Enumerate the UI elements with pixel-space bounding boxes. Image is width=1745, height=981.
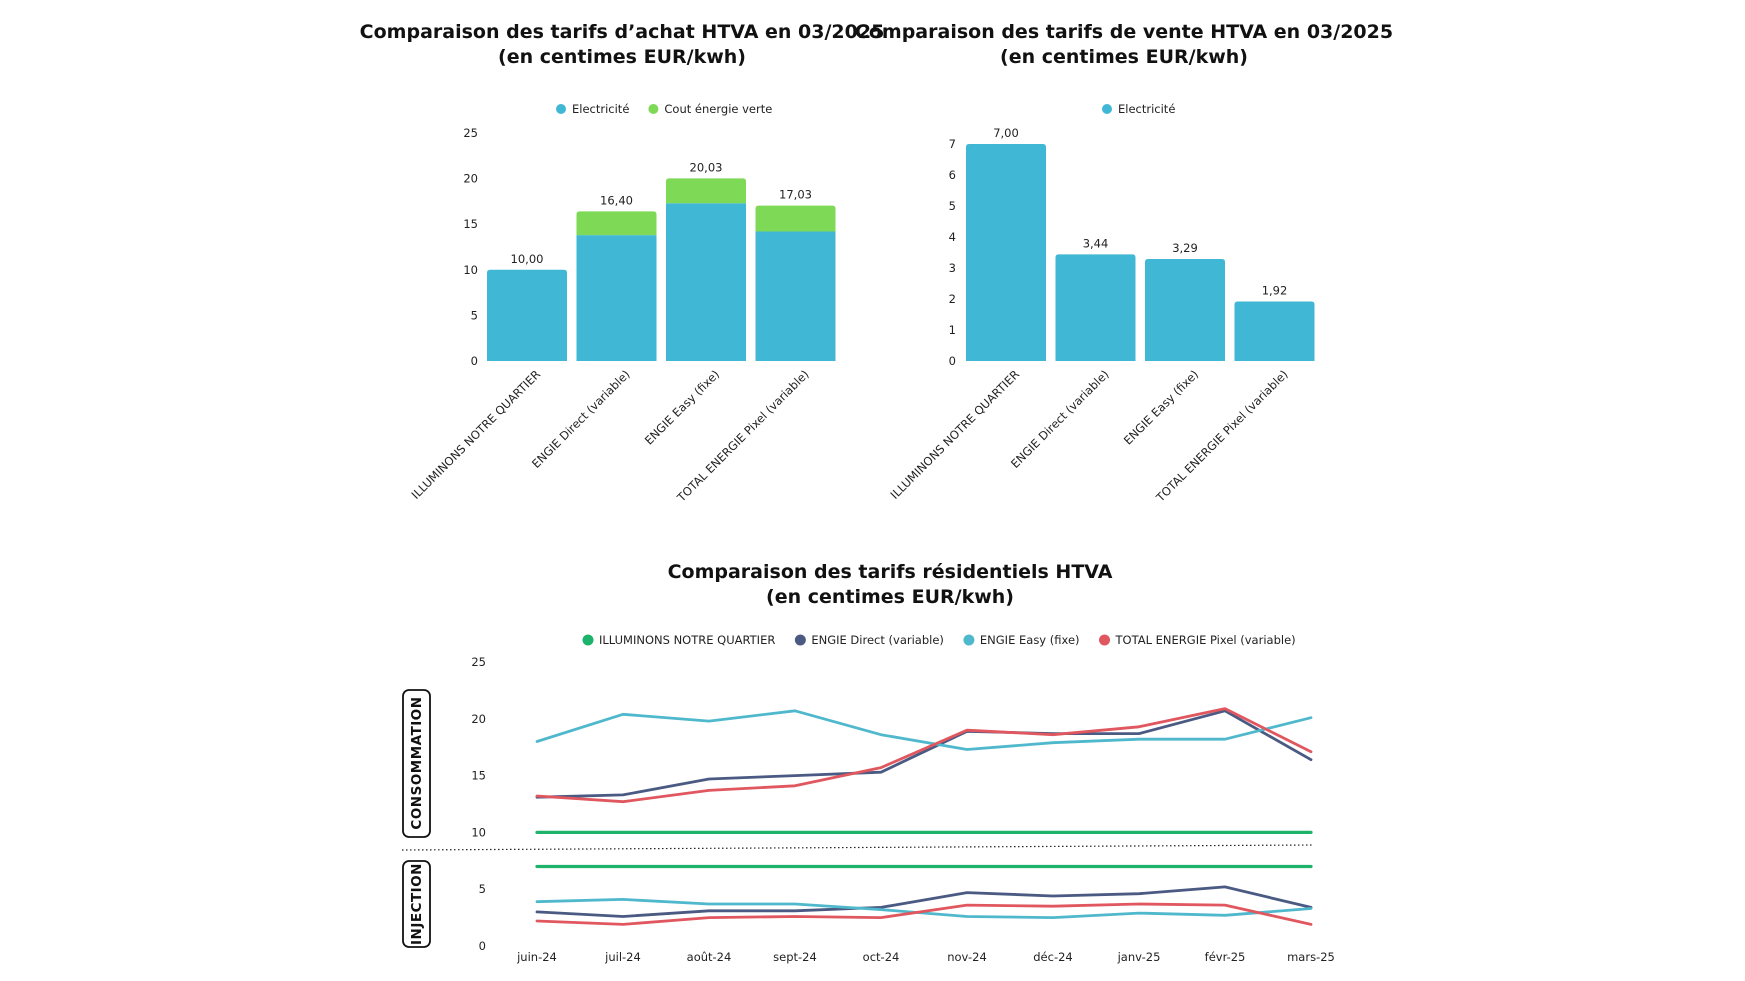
y-tick-label: 5 — [479, 882, 486, 896]
x-tick-label: oct-24 — [863, 950, 900, 964]
series-line-engie-easy-consommation — [535, 709, 1313, 751]
legend-marker-electricity — [556, 104, 566, 114]
series-line-total-energie-injection — [535, 902, 1313, 926]
y-tick-label: 20 — [471, 712, 486, 726]
x-tick-label: sept-24 — [773, 950, 817, 964]
y-tick-label: 20 — [463, 172, 478, 186]
bar-electricity — [1145, 259, 1225, 361]
chart-subtitle: (en centimes EUR/kwh) — [498, 46, 746, 68]
chart-vente: Comparaison des tarifs de vente HTVA en … — [855, 21, 1393, 505]
y-tick-label: 10 — [463, 263, 478, 277]
section-label-consommation: CONSOMMATION — [409, 696, 425, 829]
y-tick-label: 3 — [949, 261, 956, 275]
x-category-label: ILLUMINONS NOTRE QUARTIER — [888, 367, 1023, 502]
bar-value-label: 10,00 — [511, 252, 544, 266]
y-tick-label: 15 — [463, 217, 478, 231]
y-tick-label: 6 — [949, 168, 956, 182]
bar-value-label: 1,92 — [1262, 283, 1288, 297]
bar-value-label: 7,00 — [993, 126, 1019, 140]
bar-value-label: 20,03 — [690, 160, 723, 174]
x-tick-label: juil-24 — [604, 950, 641, 964]
bar-electricity — [487, 269, 567, 361]
legend-marker-electricity — [1102, 104, 1112, 114]
y-tick-label: 5 — [471, 308, 478, 322]
chart-achat: Comparaison des tarifs d’achat HTVA en 0… — [360, 21, 885, 505]
bar-value-label: 3,44 — [1083, 236, 1109, 250]
y-tick-label: 10 — [471, 825, 486, 839]
bar-electricity — [1055, 254, 1136, 361]
x-tick-label: mars-25 — [1287, 950, 1335, 964]
x-category-label: ENGIE Easy (fixe) — [1121, 367, 1201, 447]
x-category-label: ENGIE Easy (fixe) — [642, 367, 722, 447]
legend-marker-illuminons — [582, 634, 594, 646]
legend-marker-engie-easy — [963, 634, 975, 646]
y-tick-label: 5 — [949, 199, 956, 213]
chart-title: Comparaison des tarifs de vente HTVA en … — [855, 21, 1393, 43]
x-category-label: ENGIE Direct (variable) — [1008, 367, 1112, 471]
legend-marker-engie-direct — [794, 634, 806, 646]
bar-electricity — [966, 144, 1046, 361]
chart-subtitle: (en centimes EUR/kwh) — [766, 586, 1014, 608]
legend-label: Electricité — [1118, 102, 1175, 116]
bar-electricity — [576, 235, 657, 361]
series-line-engie-direct-injection — [535, 885, 1313, 918]
section-box-injection — [402, 860, 431, 948]
chart-title: Comparaison des tarifs d’achat HTVA en 0… — [360, 21, 885, 43]
legend-label: ILLUMINONS NOTRE QUARTIER — [599, 633, 775, 647]
x-tick-label: nov-24 — [947, 950, 987, 964]
legend-label: Cout énergie verte — [664, 102, 772, 116]
x-tick-label: févr-25 — [1205, 950, 1246, 964]
x-tick-label: janv-25 — [1117, 950, 1161, 964]
legend-label: Electricité — [572, 102, 629, 116]
x-tick-label: juin-24 — [516, 950, 557, 964]
series-line-total-energie-consommation — [535, 707, 1313, 804]
bar-green-energy — [755, 205, 836, 232]
x-tick-label: août-24 — [687, 950, 732, 964]
bar-electricity — [666, 203, 746, 361]
y-tick-label: 1 — [949, 323, 956, 337]
section-box-consommation — [402, 689, 431, 838]
bar-value-label: 17,03 — [779, 188, 812, 202]
bar-value-label: 16,40 — [600, 193, 633, 207]
legend-label: ENGIE Easy (fixe) — [980, 633, 1080, 647]
x-category-label: ILLUMINONS NOTRE QUARTIER — [409, 367, 544, 502]
chart-residentiel: Comparaison des tarifs résidentiels HTVA… — [401, 561, 1335, 964]
y-tick-label: 7 — [949, 137, 956, 151]
x-category-label: ENGIE Direct (variable) — [529, 367, 633, 471]
y-tick-label: 25 — [471, 655, 486, 669]
section-separator — [401, 844, 1315, 851]
y-tick-label: 0 — [479, 939, 486, 953]
legend-marker-total-energie — [1099, 634, 1111, 646]
y-tick-label: 0 — [471, 354, 478, 368]
bar-electricity — [755, 231, 836, 361]
bar-value-label: 3,29 — [1172, 241, 1198, 255]
y-tick-label: 4 — [949, 230, 956, 244]
legend-label: TOTAL ENERGIE Pixel (variable) — [1115, 633, 1296, 647]
chart-title: Comparaison des tarifs résidentiels HTVA — [668, 561, 1113, 583]
series-line-engie-direct-consommation — [535, 709, 1313, 799]
y-tick-label: 25 — [463, 126, 478, 140]
bar-green-energy — [576, 211, 657, 236]
bar-green-energy — [666, 178, 746, 204]
bar-electricity — [1234, 301, 1315, 361]
section-label-injection: INJECTION — [409, 863, 425, 945]
legend-marker-green-energy — [648, 104, 659, 114]
y-tick-label: 0 — [949, 354, 956, 368]
chart-subtitle: (en centimes EUR/kwh) — [1000, 46, 1248, 68]
legend-label: ENGIE Direct (variable) — [811, 633, 944, 647]
series-line-engie-easy-injection — [535, 898, 1313, 919]
x-tick-label: déc-24 — [1033, 950, 1072, 964]
y-tick-label: 15 — [471, 769, 486, 783]
y-tick-label: 2 — [949, 292, 956, 306]
